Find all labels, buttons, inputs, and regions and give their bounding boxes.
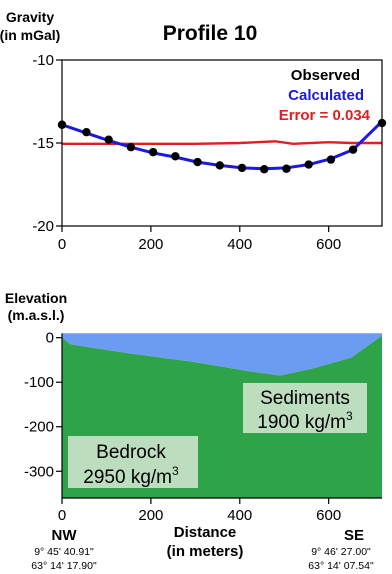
- gravity-observed-point: [215, 161, 224, 170]
- elevation-ytick-label: -100: [24, 374, 54, 391]
- gravity-observed-point: [104, 135, 113, 144]
- bedrock-density-value: 2950 kg/m: [83, 467, 172, 488]
- sediments-density-value: 1900 kg/m: [257, 412, 346, 433]
- sediments-label: Sediments: [260, 388, 350, 409]
- bedrock-label-box: [68, 436, 198, 488]
- elevation-xtick-label: 200: [138, 507, 163, 524]
- legend-calculated: Calculated: [288, 87, 364, 104]
- elevation-xtick-label: 600: [316, 507, 341, 524]
- endpoint-left-lat: 63° 14' 17.90": [31, 560, 97, 572]
- legend-error: Error = 0.034: [279, 107, 371, 124]
- elevation-chart: Elevation (m.a.s.l.) 0 -100 -200 -300 0 200 40…: [5, 290, 382, 572]
- gravity-observed-point: [348, 145, 358, 154]
- gravity-observed-point: [326, 155, 336, 164]
- gravity-ylabel: Gravity: [6, 9, 54, 25]
- endpoint-right-direction: SE: [344, 527, 364, 544]
- gravity-observed-point: [148, 147, 158, 157]
- elevation-ylabel: Elevation: [5, 290, 67, 306]
- gravity-chart: Gravity (in mGal) Profile 10 -10 -15 -200 2…: [0, 9, 387, 253]
- xlabel-distance-unit: (in meters): [167, 543, 244, 560]
- gravity-ylabel-unit: (in mGal): [0, 27, 60, 43]
- elevation-ylabel-unit: (m.a.s.l.): [8, 307, 65, 323]
- bedrock-label: Bedrock: [96, 442, 166, 463]
- gravity-observed-point: [260, 165, 269, 174]
- elevation-ticks: 0 -100 -200 -300 0 200 400 600: [24, 330, 341, 524]
- elevation-xtick-label: 0: [58, 507, 66, 524]
- gravity-ticks: -10 -15 -200 200 400 600: [32, 52, 341, 253]
- gravity-title: Profile 10: [163, 22, 258, 45]
- gravity-observed-points: [57, 118, 387, 174]
- elevation-ytick-label: -300: [24, 463, 54, 480]
- xlabel-distance: Distance: [174, 524, 237, 541]
- gravity-observed-point: [193, 157, 202, 167]
- sediments-density-exponent: 3: [346, 409, 353, 423]
- gravity-xtick-label: 600: [316, 236, 341, 253]
- gravity-ytick-label: -15: [32, 135, 54, 152]
- elevation-ytick-label: -200: [24, 419, 54, 436]
- gravity-xtick-label: 200: [138, 236, 163, 253]
- gravity-observed-point: [126, 142, 136, 152]
- gravity-ytick-label: -20: [32, 218, 54, 235]
- gravity-observed-point: [282, 164, 291, 173]
- elevation-xtick-label: 400: [227, 507, 252, 524]
- endpoint-right-lon: 9° 46' 27.00": [311, 546, 371, 558]
- gravity-observed-point: [82, 128, 91, 137]
- sediments-label-box: [243, 383, 367, 433]
- bedrock-density: 2950 kg/m3: [83, 464, 179, 488]
- bedrock-density-exponent: 3: [172, 464, 179, 478]
- sediments-density: 1900 kg/m3: [257, 409, 353, 433]
- legend-observed: Observed: [291, 67, 360, 84]
- gravity-observed-point: [171, 152, 180, 161]
- sediments-area: [62, 333, 382, 376]
- endpoint-right-lat: 63° 14' 07.54": [308, 560, 374, 572]
- gravity-observed-point: [237, 163, 247, 173]
- elevation-ytick-label: 0: [46, 330, 54, 347]
- endpoint-left-lon: 9° 45' 40.91": [34, 546, 94, 558]
- gravity-xtick-label: 400: [227, 236, 252, 253]
- gravity-ytick-label: -10: [32, 52, 54, 69]
- gravity-observed-point: [304, 160, 313, 169]
- endpoint-left-direction: NW: [52, 527, 78, 544]
- gravity-xtick-label: 0: [58, 236, 66, 253]
